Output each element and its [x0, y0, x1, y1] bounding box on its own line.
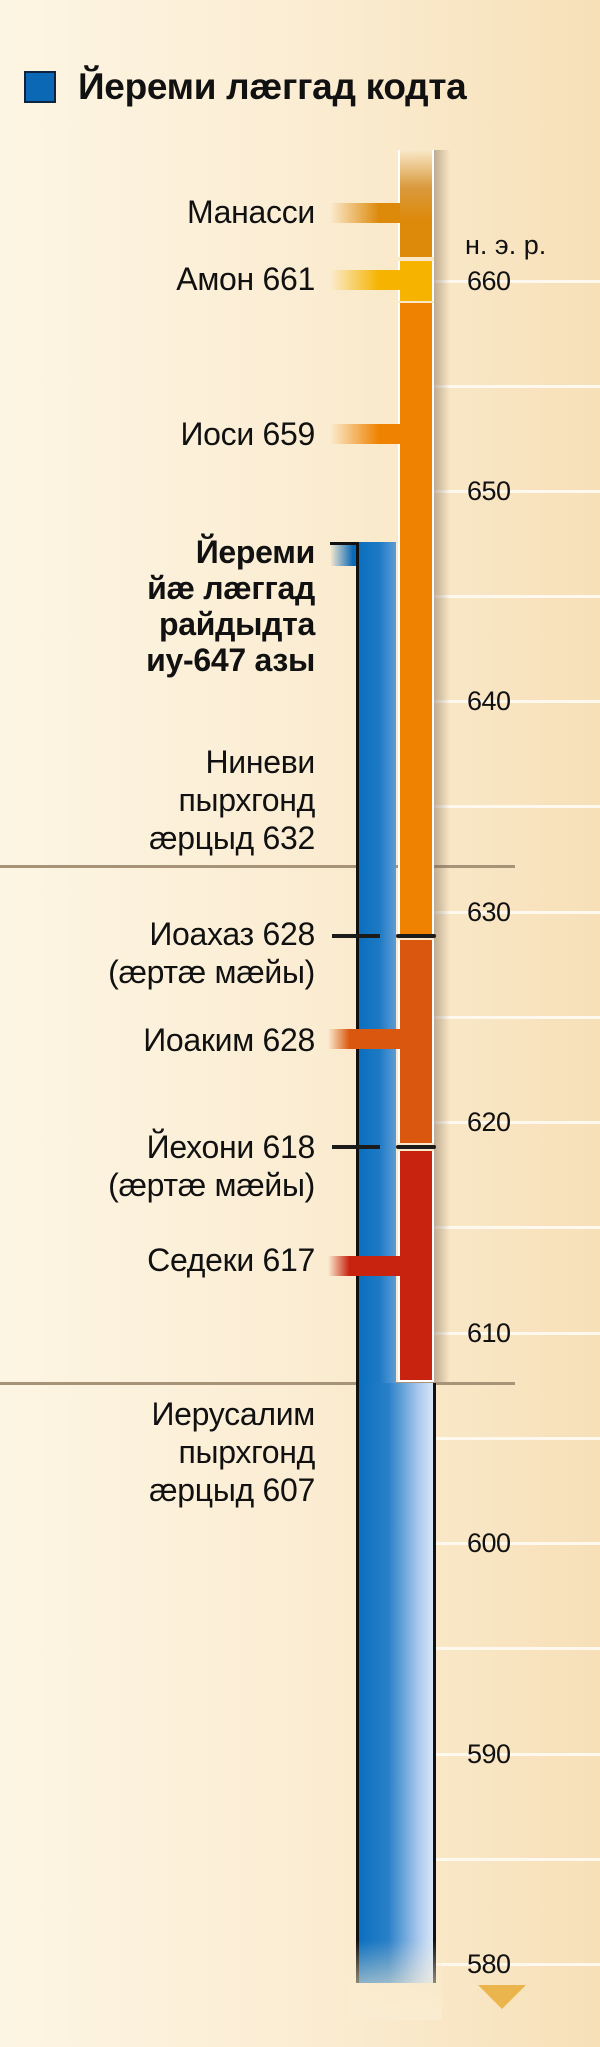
tick-580	[434, 1963, 600, 1966]
label-jeremiah-line1: Йереми	[195, 534, 316, 570]
bar-josiah	[398, 303, 434, 934]
tick-label-580: 580	[467, 1949, 511, 1979]
tick-620	[434, 1121, 600, 1124]
jeremiah-bar-narrow	[356, 542, 396, 1383]
label-jehoiachin-line1: Йехони 618	[146, 1129, 316, 1165]
tick-650	[434, 490, 600, 493]
tick-625	[434, 1016, 600, 1019]
label-jeremiah-line2: йæ лæггад	[147, 570, 315, 606]
label-nineveh-line2: пырхгонд	[178, 782, 316, 818]
connector-zedekiah	[328, 1256, 400, 1276]
continue-down-arrow-icon	[478, 1985, 526, 2009]
bar-jehoiakim	[398, 940, 434, 1143]
label-jerusalem-line2: пырхгонд	[178, 1434, 316, 1470]
label-josiah: Иоси 659	[180, 416, 315, 452]
label-jerusalem-line3: æрцыд 607	[149, 1472, 315, 1508]
tick-label-590: 590	[467, 1739, 511, 1769]
tick-645	[434, 595, 600, 598]
label-jerusalem-line1: Иерусалим	[151, 1396, 315, 1432]
bar-amon	[398, 261, 434, 301]
kings-column-shadow	[434, 150, 450, 1382]
label-amon: Амон 661	[176, 261, 315, 297]
tick-label-630: 630	[467, 897, 511, 927]
tick-label-650: 650	[467, 476, 511, 506]
bar-zedekiah	[398, 1151, 434, 1382]
label-jehoahaz-line2: (æртæ мæйы)	[108, 954, 315, 990]
tick-615	[434, 1226, 600, 1229]
label-jehoiakim: Иоаким 628	[143, 1022, 315, 1058]
tick-655	[434, 385, 600, 388]
connector-josiah	[330, 424, 400, 444]
tick-label-660: 660	[467, 266, 511, 296]
label-jeremiah-line3: райдыдта	[158, 606, 315, 642]
tick-605	[434, 1437, 600, 1440]
connector-manasseh	[330, 203, 400, 223]
tick-label-640: 640	[467, 686, 511, 716]
marker-jehoahaz-blue	[332, 934, 380, 938]
jeremiah-bar-wide	[356, 1383, 436, 1983]
tick-label-620: 620	[467, 1107, 511, 1137]
tick-595	[434, 1647, 600, 1650]
marker-jehoiachin-blue	[332, 1145, 380, 1149]
tick-600	[434, 1542, 600, 1545]
tick-590	[434, 1753, 600, 1756]
bar-manasseh	[398, 150, 434, 257]
divider-jerusalem-607	[0, 1382, 515, 1385]
tick-585	[434, 1858, 600, 1861]
tick-630	[434, 911, 600, 914]
connector-amon	[330, 270, 400, 290]
tick-label-600: 600	[467, 1528, 511, 1558]
label-jeremiah-line4: иу-647 азы	[146, 642, 315, 678]
legend: Йереми лæггад кодта	[24, 66, 467, 108]
label-jehoahaz-line1: Иоахаз 628	[149, 916, 315, 952]
label-zedekiah: Седеки 617	[147, 1242, 315, 1278]
era-label: н. э. р.	[465, 230, 547, 260]
label-manasseh: Манасси	[186, 194, 315, 230]
tick-640	[434, 700, 600, 703]
label-jehoiachin-line2: (æртæ мæйы)	[108, 1167, 315, 1203]
marker-jehoiachin	[396, 1145, 436, 1149]
legend-label: Йереми лæггад кодта	[78, 66, 467, 107]
legend-swatch-blue	[24, 71, 56, 103]
divider-nineveh-632	[0, 865, 515, 868]
marker-jehoahaz	[396, 934, 436, 938]
tick-660	[434, 280, 600, 283]
jeremiah-bar-fade	[350, 1940, 442, 2020]
tick-label-610: 610	[467, 1318, 511, 1348]
label-nineveh-line3: æрцыд 632	[149, 820, 315, 856]
connector-jehoiakim	[328, 1029, 400, 1049]
tick-610	[434, 1332, 600, 1335]
label-nineveh-line1: Ниневи	[205, 744, 315, 780]
tick-635	[434, 805, 600, 808]
